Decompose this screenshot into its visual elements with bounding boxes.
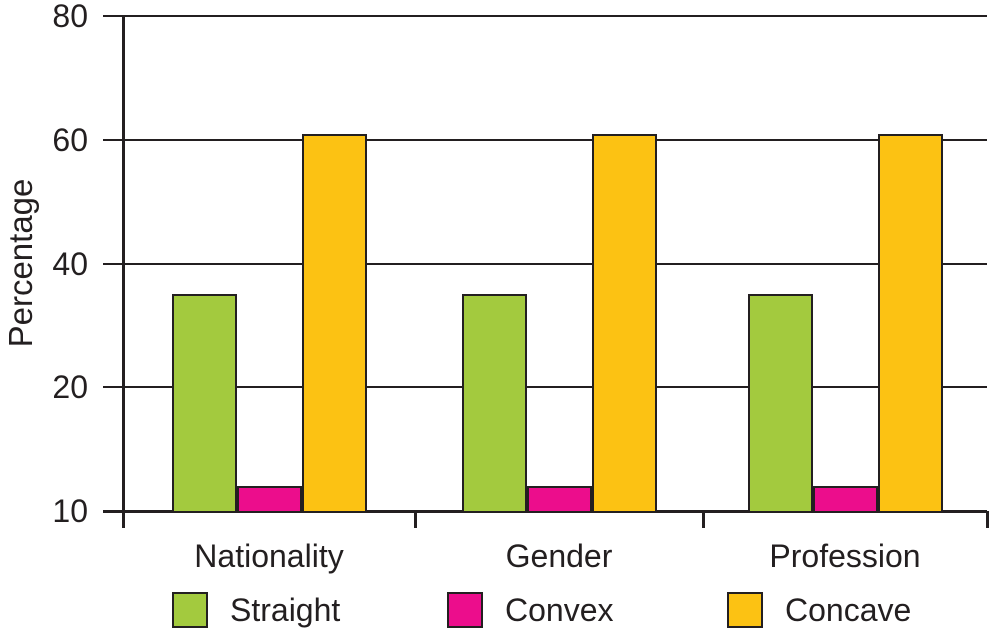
bar-gender-convex: [527, 486, 592, 513]
x-category-label: Profession: [769, 538, 921, 574]
concave-swatch: [727, 592, 763, 628]
legend-item-concave: Concave: [727, 592, 911, 628]
bar-profession-concave: [878, 134, 943, 513]
y-tick-label: 60: [52, 122, 88, 158]
x-axis-tick: [986, 511, 989, 528]
x-category-label: Gender: [505, 538, 613, 574]
x-axis-tick: [414, 511, 417, 528]
y-tick-label: 40: [52, 246, 88, 282]
legend-label: Convex: [505, 592, 614, 628]
bar-nationality-concave: [302, 134, 367, 513]
convex-swatch: [447, 592, 483, 628]
bar-nationality-straight: [172, 294, 237, 513]
straight-swatch: [172, 592, 208, 628]
y-tick-label: 20: [52, 369, 88, 405]
y-tick-label: 10: [52, 493, 88, 529]
bar-profession-straight: [748, 294, 813, 513]
bar-nationality-convex: [237, 486, 302, 513]
legend-item-convex: Convex: [447, 592, 614, 628]
legend-label: Concave: [785, 592, 912, 628]
bar-gender-concave: [592, 134, 657, 513]
gridline: [103, 139, 987, 141]
y-axis-line: [122, 16, 125, 528]
y-tick-label: 80: [52, 0, 88, 34]
x-axis-tick: [702, 511, 705, 528]
bar-profession-convex: [813, 486, 878, 513]
gridline: [103, 386, 987, 388]
legend-label: Straight: [230, 592, 341, 628]
gridline: [103, 15, 987, 17]
x-category-label: Nationality: [194, 538, 344, 574]
gridline: [103, 263, 987, 265]
bar-gender-straight: [462, 294, 527, 513]
legend-item-straight: Straight: [172, 592, 340, 628]
